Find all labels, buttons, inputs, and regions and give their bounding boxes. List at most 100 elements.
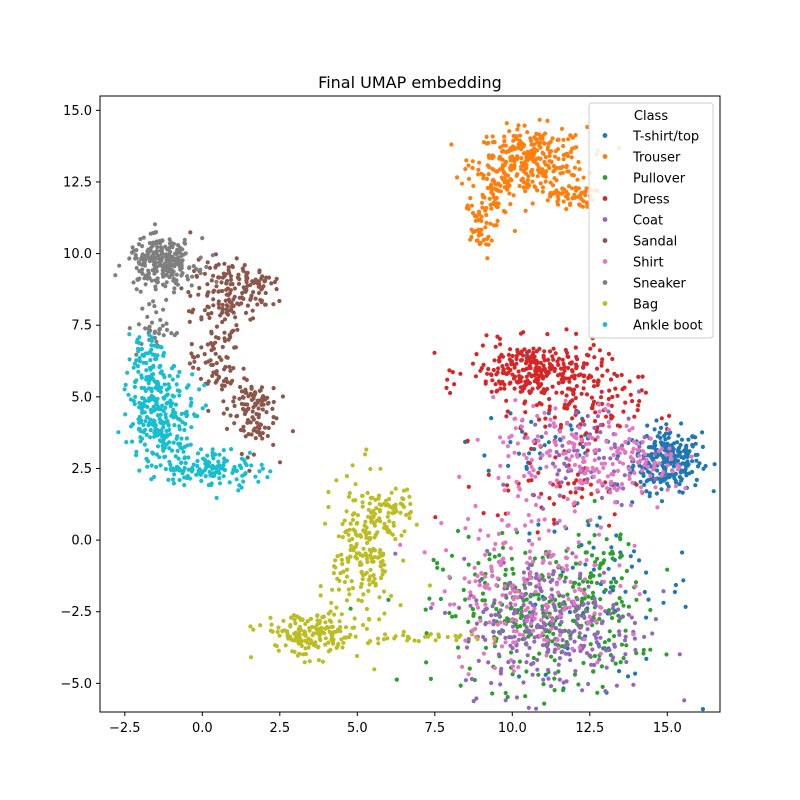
- data-point: [270, 406, 275, 411]
- data-point: [400, 496, 405, 501]
- data-point: [700, 430, 705, 435]
- data-point: [174, 331, 179, 336]
- data-point: [492, 641, 497, 646]
- data-point: [584, 186, 589, 191]
- data-point: [216, 459, 221, 464]
- data-point: [232, 286, 237, 291]
- legend-label: T-shirt/top: [632, 130, 699, 145]
- data-point: [551, 346, 556, 351]
- data-point: [594, 429, 599, 434]
- data-point: [387, 519, 392, 524]
- data-point: [646, 477, 651, 482]
- data-point: [129, 250, 135, 255]
- data-point: [474, 696, 479, 701]
- data-point: [661, 589, 666, 594]
- data-point: [291, 613, 297, 618]
- data-point: [634, 597, 639, 603]
- data-point: [164, 327, 170, 332]
- data-point: [659, 446, 664, 451]
- data-point: [137, 414, 142, 419]
- data-point: [497, 631, 503, 636]
- data-point: [511, 611, 516, 616]
- data-point: [532, 447, 537, 452]
- data-point: [547, 361, 552, 366]
- data-point: [169, 366, 175, 371]
- data-point: [560, 649, 565, 654]
- data-point: [443, 548, 449, 553]
- data-point: [592, 448, 597, 453]
- data-point: [703, 463, 708, 469]
- data-point: [535, 360, 541, 365]
- data-point: [225, 379, 230, 385]
- data-point: [591, 573, 596, 578]
- data-point: [209, 311, 214, 316]
- data-point: [599, 363, 604, 368]
- data-point: [619, 482, 625, 487]
- data-point: [174, 464, 179, 469]
- data-point: [368, 639, 373, 644]
- data-point: [245, 303, 250, 308]
- data-point: [672, 589, 678, 595]
- data-point: [189, 425, 194, 430]
- data-point: [546, 440, 552, 445]
- data-point: [134, 358, 139, 363]
- y-axis: −5.0−2.50.02.55.07.510.012.515.0: [60, 104, 100, 692]
- data-point: [134, 287, 139, 292]
- data-point: [203, 360, 208, 365]
- data-point: [603, 407, 608, 412]
- data-point: [498, 463, 503, 468]
- data-point: [143, 282, 148, 287]
- data-point: [339, 557, 344, 563]
- data-point: [618, 583, 623, 589]
- legend-marker: [602, 280, 608, 285]
- data-point: [573, 362, 579, 367]
- data-point: [377, 617, 382, 622]
- data-point: [468, 196, 473, 201]
- data-point: [240, 406, 246, 412]
- data-point: [483, 622, 488, 627]
- data-point: [166, 386, 171, 391]
- data-point: [331, 641, 336, 646]
- data-point: [478, 618, 483, 623]
- data-point: [522, 367, 527, 372]
- data-point: [344, 474, 349, 479]
- data-point: [487, 586, 492, 591]
- data-point: [549, 626, 554, 631]
- data-point: [494, 606, 499, 612]
- data-point: [495, 334, 500, 339]
- data-point: [567, 379, 572, 384]
- data-point: [224, 287, 229, 292]
- data-point: [248, 297, 253, 302]
- data-point: [533, 422, 538, 427]
- data-point: [230, 282, 235, 287]
- data-point: [159, 246, 164, 252]
- data-point: [610, 461, 615, 467]
- data-point: [503, 593, 508, 598]
- data-point: [686, 451, 691, 456]
- data-point: [224, 281, 229, 286]
- data-point: [654, 491, 660, 496]
- data-point: [529, 478, 534, 483]
- data-point: [481, 634, 486, 640]
- data-point: [469, 227, 474, 232]
- data-point: [527, 349, 532, 354]
- data-point: [565, 497, 570, 502]
- data-point: [245, 402, 250, 407]
- data-point: [531, 661, 536, 666]
- data-point: [571, 387, 577, 392]
- data-point: [462, 576, 467, 581]
- data-point: [470, 165, 475, 171]
- data-point: [557, 453, 562, 458]
- data-point: [682, 698, 687, 703]
- data-point: [509, 635, 514, 640]
- data-point: [487, 620, 492, 625]
- data-point: [568, 423, 573, 428]
- data-point: [217, 481, 223, 486]
- data-point: [205, 453, 210, 458]
- data-point: [677, 652, 682, 657]
- data-point: [531, 655, 536, 661]
- data-point: [555, 137, 560, 143]
- data-point: [150, 243, 155, 248]
- data-point: [553, 671, 558, 676]
- data-point: [209, 481, 214, 486]
